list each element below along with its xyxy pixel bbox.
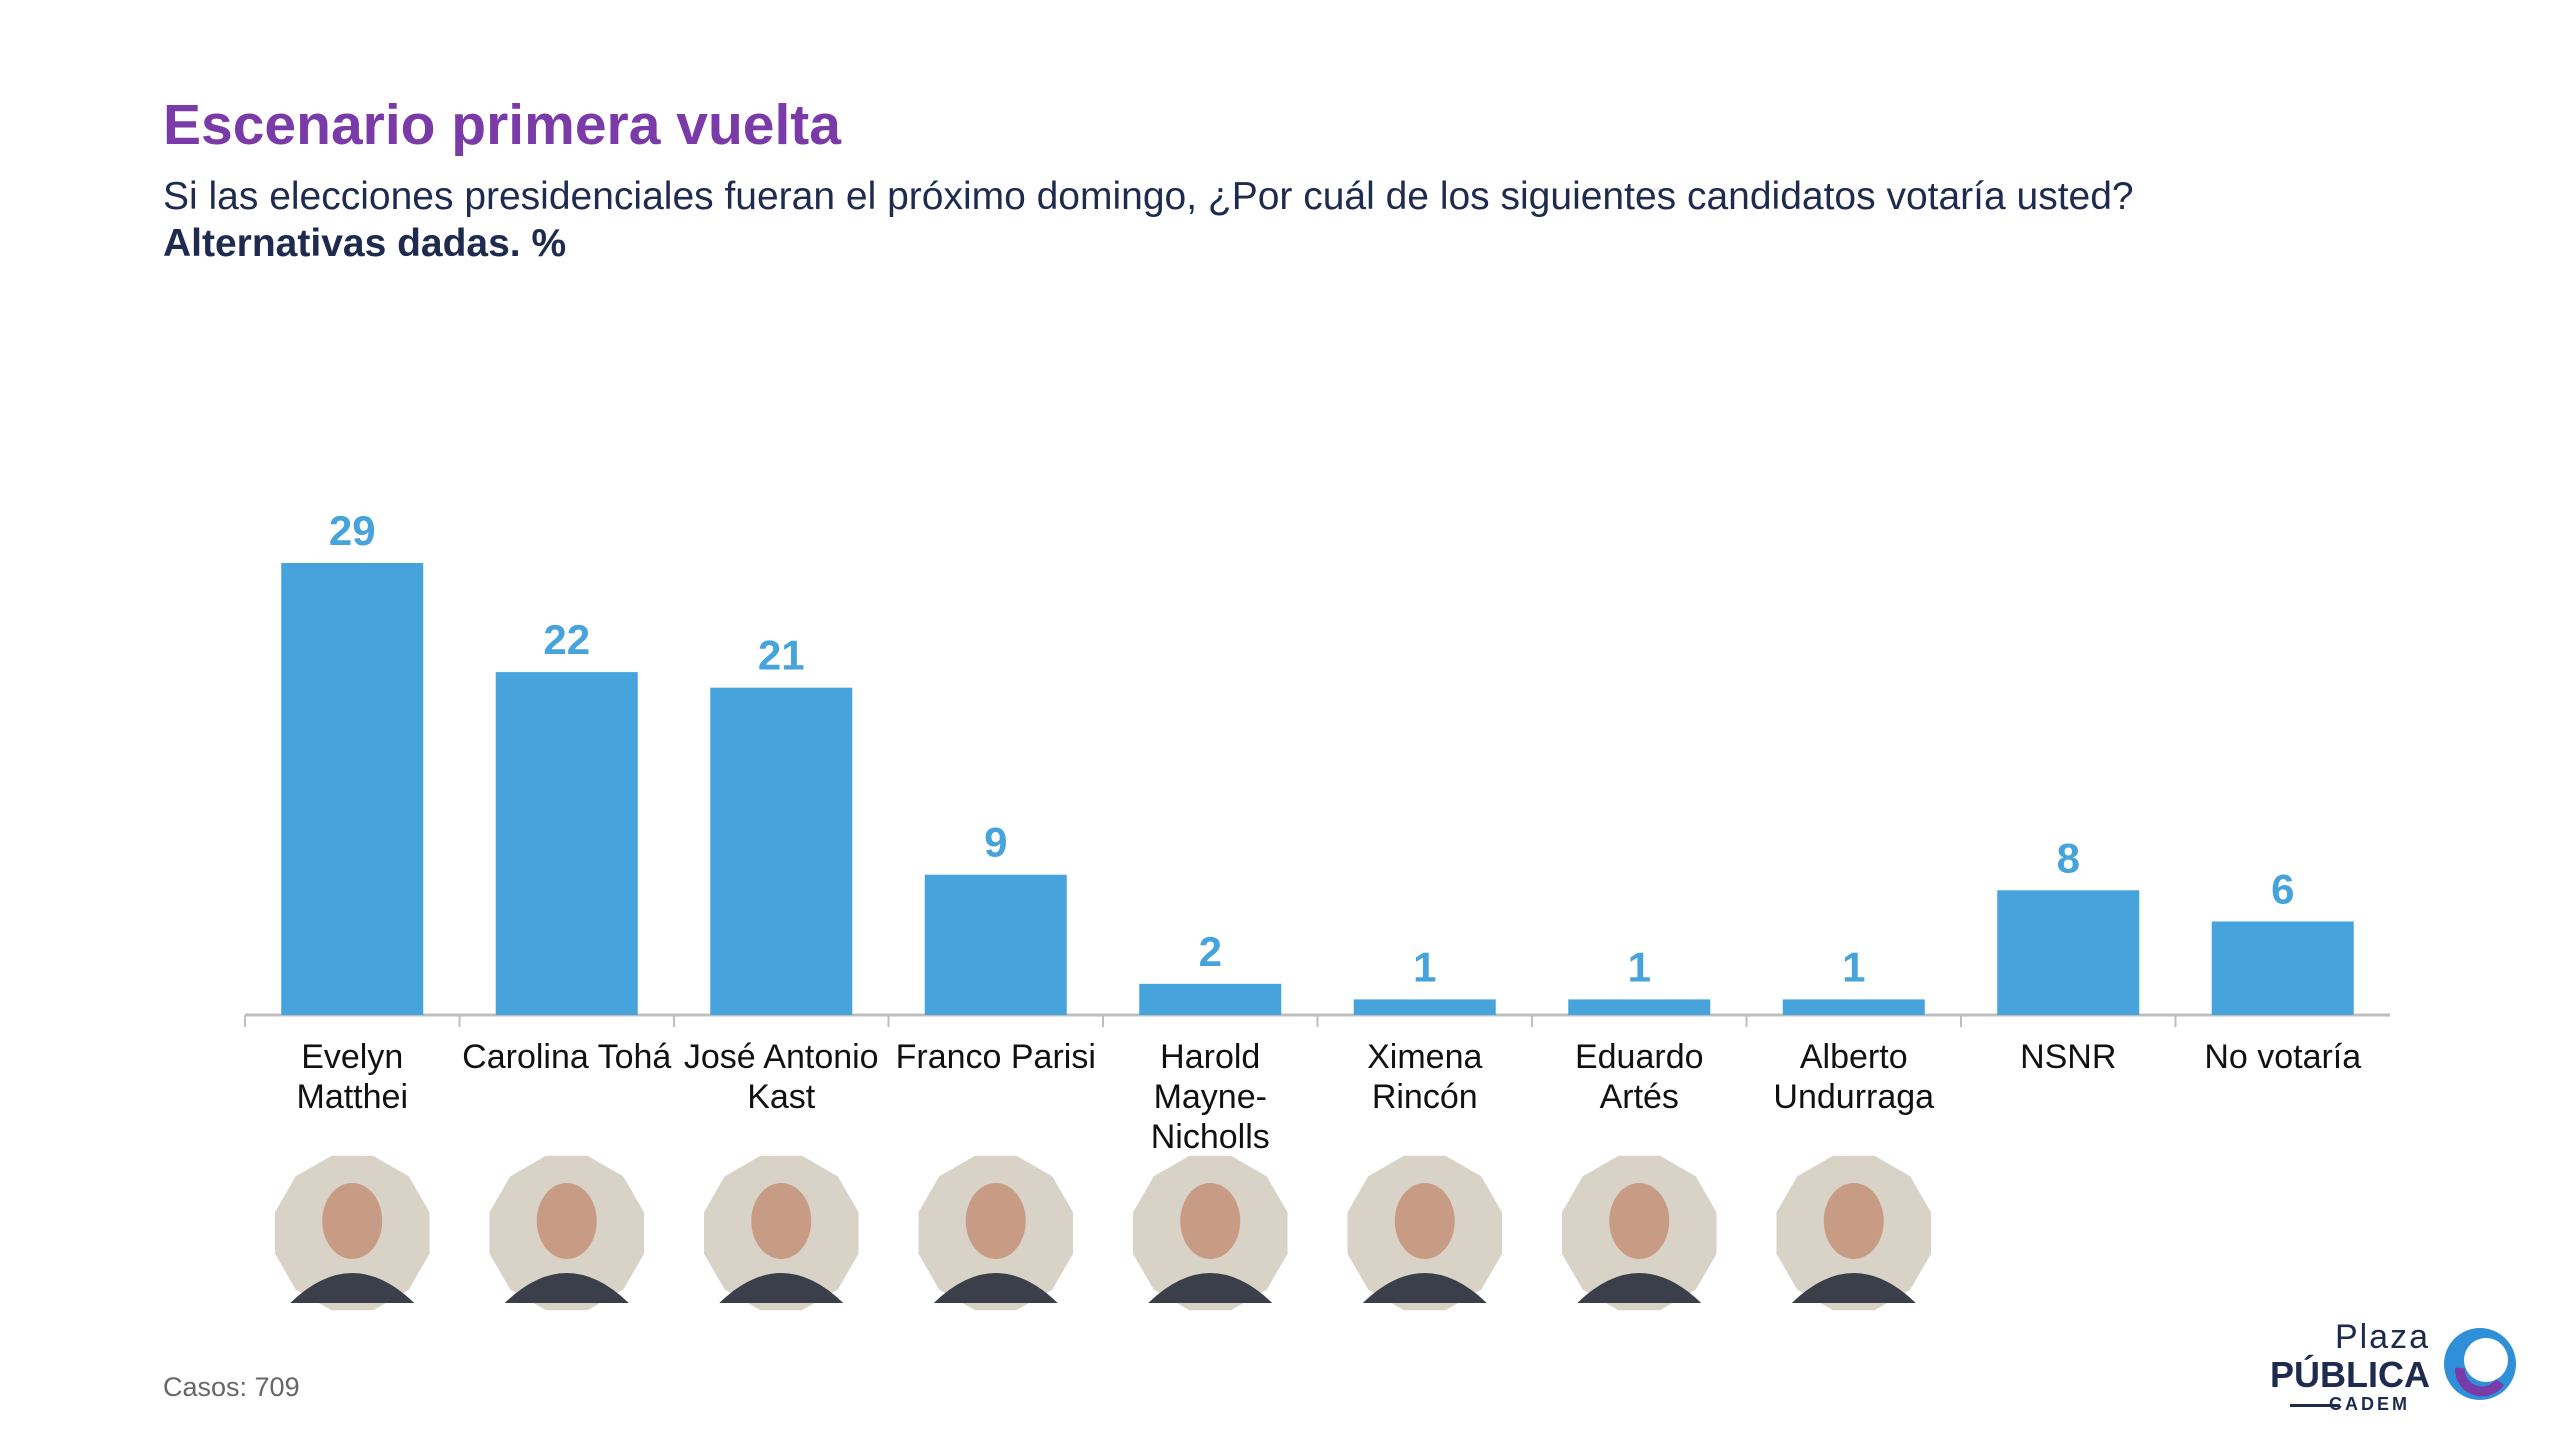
category-label: Artés <box>1600 1078 1679 1116</box>
category-label: Harold <box>1160 1038 1260 1076</box>
data-label: 8 <box>2057 834 2080 881</box>
category-label: Nicholls <box>1151 1118 1270 1156</box>
data-label: 1 <box>1628 943 1651 990</box>
category-label: Franco Parisi <box>896 1038 1096 1076</box>
candidate-photo <box>1133 1155 1288 1311</box>
bar <box>1568 999 1711 1015</box>
bar <box>495 672 638 1015</box>
candidate-photo <box>1776 1155 1931 1311</box>
category-label: Alberto <box>1800 1038 1908 1076</box>
chart-subtitle-bold: Alternativas dadas. % <box>163 222 567 265</box>
bar <box>710 687 853 1015</box>
category-label: Rincón <box>1372 1078 1478 1116</box>
plaza-publica-cadem-logo: Plaza PÚBLICA CADEM <box>2270 1318 2520 1418</box>
category-label: Ximena <box>1367 1038 1482 1076</box>
bar <box>281 563 424 1015</box>
category-label: NSNR <box>2020 1038 2116 1076</box>
bar <box>924 874 1067 1015</box>
category-label: Matthei <box>297 1078 409 1116</box>
candidate-photo <box>704 1155 859 1311</box>
bar <box>1997 890 2140 1015</box>
candidate-photo <box>918 1155 1073 1311</box>
candidate-photo <box>489 1155 644 1311</box>
category-label: José Antonio <box>684 1038 879 1076</box>
data-label: 1 <box>1842 943 1865 990</box>
bar <box>2211 921 2354 1015</box>
logo-mark-icon <box>2444 1328 2516 1400</box>
category-label: Undurraga <box>1773 1078 1934 1116</box>
logo-publica-text: PÚBLICA <box>2270 1354 2430 1395</box>
chart-title: Escenario primera vuelta <box>163 93 841 157</box>
data-label: 22 <box>543 616 590 663</box>
cases-count: Casos: 709 <box>163 1372 300 1402</box>
category-label: Carolina Tohá <box>462 1038 671 1076</box>
candidate-photo <box>1562 1155 1717 1311</box>
chart-subtitle: Si las elecciones presidenciales fueran … <box>163 175 2134 218</box>
category-label: Eduardo <box>1575 1038 1704 1076</box>
category-label: Kast <box>747 1078 816 1116</box>
logo-underline <box>2290 1404 2340 1407</box>
data-label: 21 <box>758 632 805 679</box>
bar <box>1782 999 1925 1015</box>
data-label: 2 <box>1199 928 1222 975</box>
bar <box>1139 983 1282 1015</box>
logo-plaza-text: Plaza <box>2334 1318 2430 1356</box>
category-label: Mayne- <box>1154 1078 1267 1116</box>
category-label: Evelyn <box>301 1038 403 1076</box>
data-label: 29 <box>329 507 376 554</box>
data-label: 9 <box>984 819 1007 866</box>
candidate-photo <box>1347 1155 1502 1311</box>
logo-cadem-text: CADEM <box>2329 1394 2410 1414</box>
candidate-photo <box>275 1155 430 1311</box>
bar <box>1353 999 1496 1015</box>
category-label: No votaría <box>2204 1038 2361 1076</box>
data-label: 6 <box>2271 865 2294 912</box>
data-label: 1 <box>1413 943 1436 990</box>
